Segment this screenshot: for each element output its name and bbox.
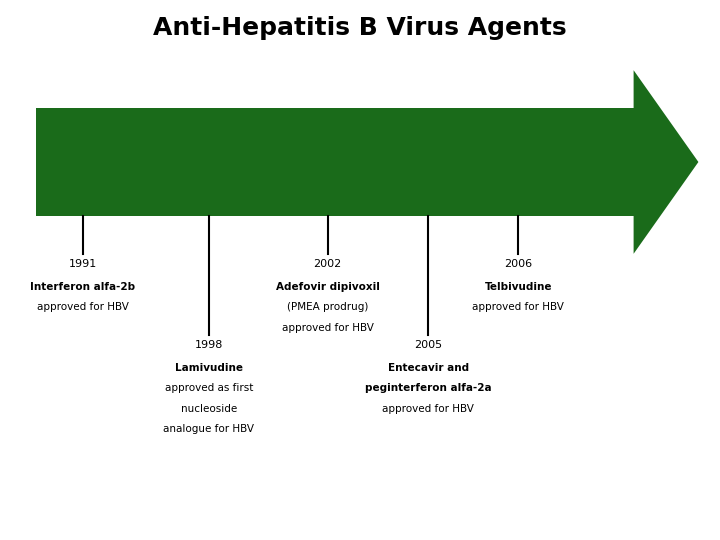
Text: approved for HBV: approved for HBV [37,302,129,313]
Text: 2006: 2006 [504,259,533,269]
Text: (PMEA prodrug): (PMEA prodrug) [287,302,369,313]
Text: 1991: 1991 [68,259,97,269]
Text: approved as first: approved as first [165,383,253,394]
Text: Interferon alfa-2b: Interferon alfa-2b [30,282,135,292]
Text: approved for HBV: approved for HBV [282,323,374,333]
FancyBboxPatch shape [36,108,634,216]
Text: Anti-Hepatitis B Virus Agents: Anti-Hepatitis B Virus Agents [153,16,567,40]
Text: 1998: 1998 [194,340,223,350]
Text: Lamivudine: Lamivudine [175,363,243,373]
Text: Adefovir dipivoxil: Adefovir dipivoxil [276,282,379,292]
Text: approved for HBV: approved for HBV [382,404,474,414]
Text: nucleoside: nucleoside [181,404,237,414]
Text: analogue for HBV: analogue for HBV [163,424,254,435]
Text: Telbivudine: Telbivudine [485,282,552,292]
Polygon shape [634,70,698,254]
Text: Entecavir and: Entecavir and [388,363,469,373]
Text: 2005: 2005 [414,340,443,350]
Text: approved for HBV: approved for HBV [472,302,564,313]
Text: 2002: 2002 [313,259,342,269]
Text: peginterferon alfa-2a: peginterferon alfa-2a [365,383,492,394]
